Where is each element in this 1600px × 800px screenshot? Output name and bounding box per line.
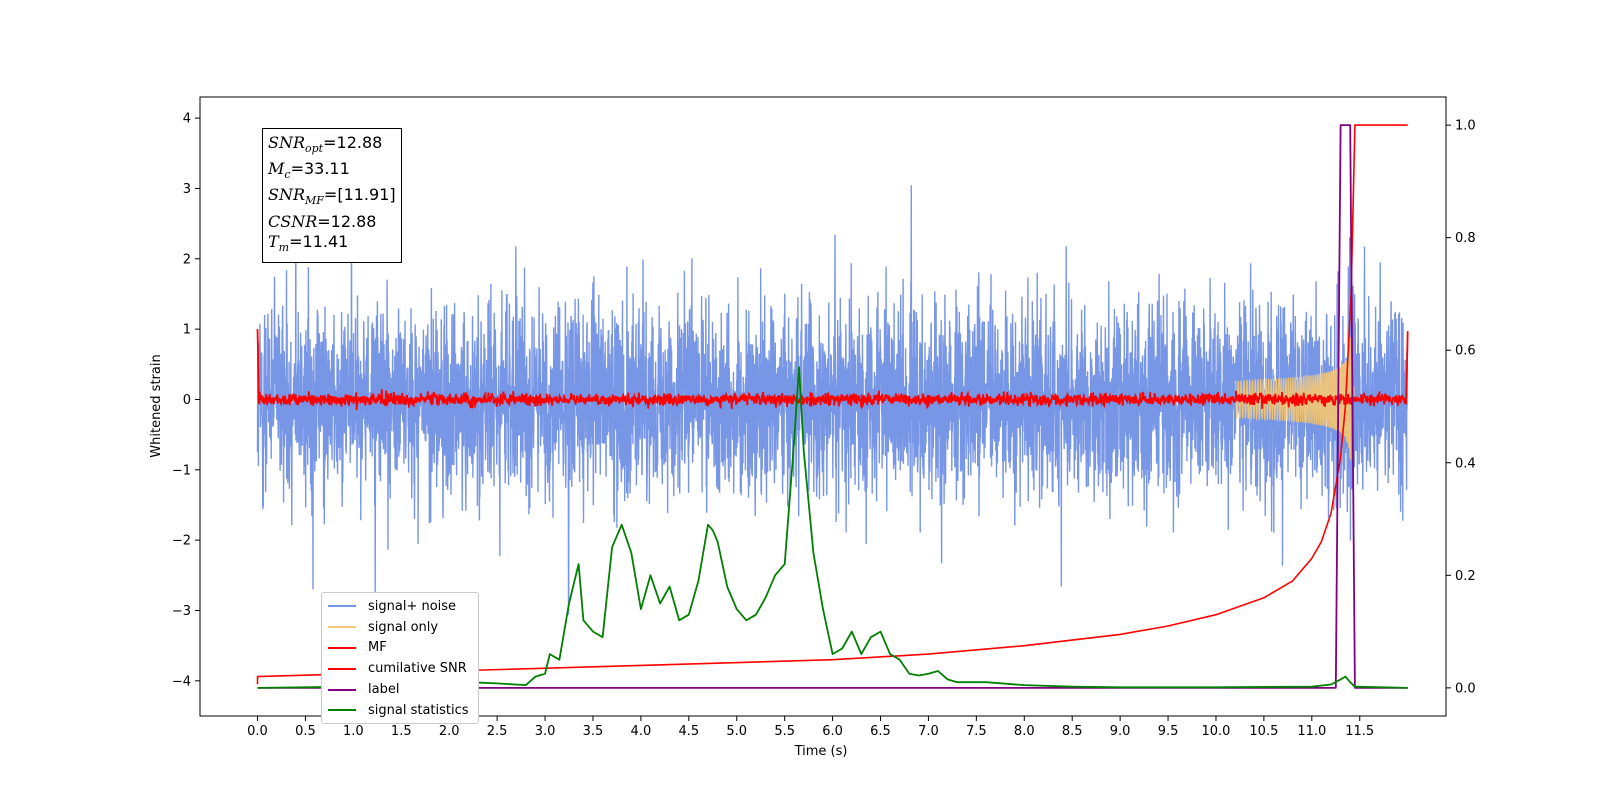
x-tick-label: 3.5: [583, 724, 604, 739]
x-axis-label: Time (s): [794, 744, 848, 759]
y-tick-label: −3: [172, 604, 191, 619]
x-tick-label: 2.0: [439, 724, 460, 739]
x-tick-label: 0.5: [295, 724, 316, 739]
y-right-tick-label: 1.0: [1455, 119, 1476, 134]
series-cumulative-snr: [256, 124, 1408, 685]
x-tick-label: 11.5: [1345, 724, 1374, 739]
axes-frame: [199, 96, 1447, 717]
y-right-tick-label: 0.2: [1455, 569, 1476, 584]
legend-label: signal only: [368, 619, 439, 635]
y-axis-label: Whitened strain: [149, 354, 164, 457]
x-tick-label: 11.0: [1297, 724, 1326, 739]
x-tick-label: 6.0: [822, 724, 843, 739]
y-axis-left: 4 3 2 1 0 −1 −2 −3 −4: [172, 112, 200, 689]
tm-line: Tm=11.41: [268, 231, 349, 254]
x-tick-label: 1.5: [391, 724, 412, 739]
y-tick-label: −1: [172, 463, 191, 478]
x-tick-label: 6.5: [870, 724, 891, 739]
legend-swatch: [328, 646, 356, 649]
legend-label: cumilative SNR: [368, 661, 467, 677]
y-right-tick-label: 0.8: [1455, 231, 1476, 246]
legend-label: MF: [368, 640, 387, 656]
legend-swatch: [328, 688, 356, 691]
legend-entry: label: [322, 679, 478, 700]
y-right-tick-label: 0.6: [1455, 344, 1476, 359]
x-tick-label: 9.0: [1110, 724, 1131, 739]
legend-swatch: [328, 626, 356, 629]
y-tick-label: 1: [183, 323, 191, 338]
series-signal-noise: [256, 163, 1409, 615]
x-tick-label: 10.0: [1201, 724, 1230, 739]
legend-swatch: [328, 667, 356, 670]
y-right-tick-label: 0.0: [1455, 681, 1476, 696]
x-tick-label: 3.0: [535, 724, 556, 739]
legend-label: signal+ noise: [368, 598, 457, 614]
y-tick-label: 0: [183, 393, 191, 408]
y-tick-label: 2: [183, 252, 191, 267]
x-tick-label: 7.0: [918, 724, 939, 739]
legend-entry: signal+ noise: [322, 596, 478, 617]
x-tick-label: 9.5: [1158, 724, 1179, 739]
x-tick-label: 4.0: [631, 724, 652, 739]
legend-entry: signal statistics: [322, 700, 478, 721]
y-tick-label: −2: [172, 534, 191, 549]
legend-label: signal statistics: [368, 702, 469, 718]
x-tick-label: 1.0: [343, 724, 364, 739]
y-tick-label: 3: [183, 182, 191, 197]
legend-entry: signal only: [322, 617, 478, 638]
plot-area: [256, 124, 1409, 689]
snr-mf-line: SNRMF=[11.91]: [268, 185, 396, 208]
legend-label: label: [368, 682, 400, 698]
x-tick-label: 7.5: [966, 724, 987, 739]
legend-entry: cumilative SNR: [322, 658, 478, 679]
y-tick-label: −4: [172, 674, 191, 689]
x-tick-label: 8.5: [1062, 724, 1083, 739]
y-right-tick-label: 0.4: [1455, 456, 1476, 471]
x-tick-label: 5.5: [774, 724, 795, 739]
series-mf: [256, 329, 1409, 411]
series-signal-statistics: [257, 366, 1408, 689]
x-tick-label: 4.5: [678, 724, 699, 739]
x-tick-label: 2.5: [487, 724, 508, 739]
legend-swatch: [328, 605, 356, 608]
legend: signal+ noise signal only MF cumilative SNR…: [321, 592, 479, 724]
snr-opt-line: SNRopt=12.88: [268, 133, 383, 156]
stats-annotation-box: SNRopt=12.88 Mc=33.11 SNRMF=[11.91] CSNR…: [262, 128, 402, 263]
x-tick-label: 0.0: [247, 724, 268, 739]
csnr-line: CSNR=12.88: [268, 211, 377, 231]
x-tick-label: 10.5: [1249, 724, 1278, 739]
legend-swatch: [328, 709, 356, 712]
x-tick-label: 5.0: [726, 724, 747, 739]
mc-line: Mc=33.11: [268, 159, 350, 182]
x-tick-label: 8.0: [1014, 724, 1035, 739]
y-tick-label: 4: [183, 112, 191, 127]
legend-entry: MF: [322, 638, 478, 659]
x-axis: 0.0 0.5 1.0 1.5 2.0 2.5 3.0 3.5 4.0 4.5 5.0 5.5 6.0 6…: [247, 716, 1374, 739]
y-axis-right: 0.0 0.2 0.4 0.6 0.8 1.0: [1446, 119, 1476, 696]
